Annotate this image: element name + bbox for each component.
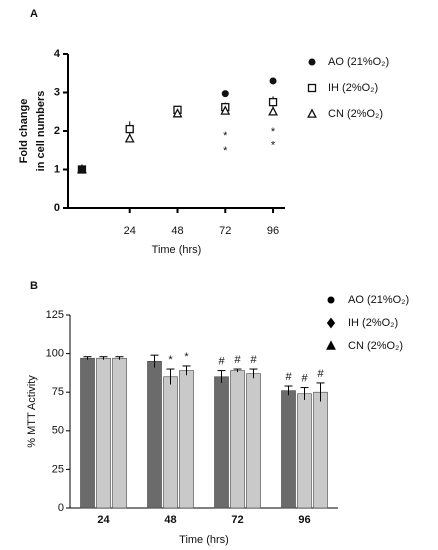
x-tick-label: 72 (231, 514, 243, 526)
x-tick-label: 72 (219, 225, 231, 237)
y-tick-label: 75 (52, 386, 64, 398)
bar (112, 357, 127, 509)
bar (214, 376, 229, 509)
x-tick-label: 48 (164, 514, 176, 526)
bar (80, 357, 95, 509)
y-axis-label: in cell numbers (35, 91, 47, 172)
bar (163, 376, 178, 509)
legend-label: IH (2%O₂) (328, 82, 378, 94)
marker (268, 97, 278, 107)
y-axis-label: % MTT Activity (26, 375, 38, 448)
x-tick-label: 24 (97, 514, 110, 526)
annotation: * (184, 351, 189, 363)
annotation: * (168, 354, 173, 366)
y-tick-label: 25 (52, 463, 64, 475)
legend-marker (327, 296, 335, 304)
x-tick-label: 24 (124, 225, 136, 237)
legend-label: IH (2%O₂) (348, 317, 398, 329)
x-tick-label: 96 (267, 225, 279, 237)
y-tick-label: 1 (54, 163, 60, 175)
bar (179, 370, 194, 509)
x-tick-label: 96 (298, 514, 310, 526)
y-tick-label: 2 (54, 125, 60, 137)
annotation: # (250, 354, 257, 366)
panel-label: B (30, 280, 38, 292)
panel-label: A (30, 8, 38, 20)
legend-marker (326, 317, 336, 329)
marker (220, 105, 231, 115)
x-tick-label: 48 (171, 225, 183, 237)
x-axis-label: Time (hrs) (179, 534, 229, 546)
y-tick-label: 4 (54, 48, 61, 60)
annotation: * (271, 139, 276, 151)
marker (172, 108, 183, 118)
bar (246, 373, 261, 509)
legend-marker (307, 83, 317, 93)
legend-marker (326, 340, 336, 350)
annotation: # (285, 371, 292, 383)
y-tick-label: 100 (46, 348, 64, 360)
bar (313, 391, 328, 509)
annotation: * (223, 145, 228, 157)
marker (77, 163, 87, 174)
legend-label: CN (2%O₂) (348, 340, 403, 352)
annotation: * (271, 126, 276, 138)
annotation: # (301, 372, 308, 384)
legend-marker (308, 58, 316, 66)
marker (269, 77, 277, 85)
y-tick-label: 0 (58, 502, 64, 514)
annotation: * (223, 130, 228, 142)
bar (96, 357, 111, 509)
marker (124, 133, 135, 143)
legend-label: CN (2%O₂) (328, 108, 383, 120)
annotation: # (218, 355, 225, 367)
bar (281, 390, 296, 509)
y-tick-label: 50 (52, 425, 64, 437)
bar (147, 361, 162, 509)
x-axis-label: Time (hrs) (152, 244, 202, 256)
y-axis-label: Fold change (18, 99, 30, 164)
y-tick-label: 3 (54, 86, 60, 98)
annotation: # (234, 354, 241, 366)
y-tick-label: 125 (46, 309, 64, 321)
legend-marker (307, 108, 317, 118)
bar (230, 370, 245, 509)
marker (125, 124, 134, 134)
marker (268, 106, 278, 116)
annotation: # (317, 368, 324, 380)
marker (221, 90, 229, 98)
bar (297, 393, 312, 509)
legend-label: AO (21%O₂) (348, 294, 409, 306)
legend-label: AO (21%O₂) (328, 56, 389, 68)
y-tick-label: 0 (54, 202, 60, 214)
